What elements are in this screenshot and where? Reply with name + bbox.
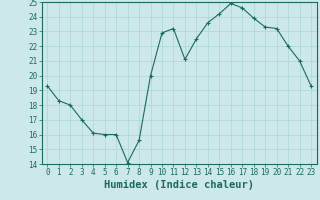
X-axis label: Humidex (Indice chaleur): Humidex (Indice chaleur) (104, 180, 254, 190)
